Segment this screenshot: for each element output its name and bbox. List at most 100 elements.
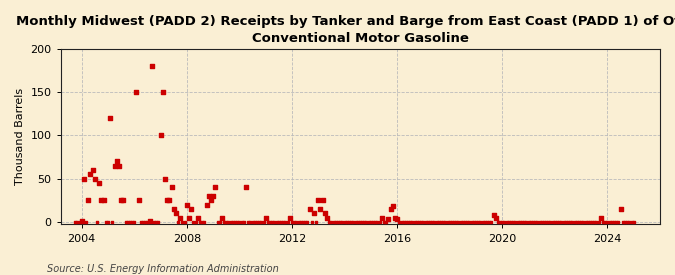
- Point: [227, 220, 238, 224]
- Point: [180, 220, 190, 224]
- Point: [403, 220, 414, 224]
- Point: [429, 220, 440, 224]
- Point: [433, 220, 444, 224]
- Point: [354, 220, 365, 224]
- Point: [597, 220, 608, 224]
- Point: [554, 220, 565, 224]
- Point: [502, 220, 512, 224]
- Point: [94, 181, 105, 185]
- Point: [370, 220, 381, 224]
- Point: [92, 220, 103, 224]
- Point: [525, 220, 536, 224]
- Point: [76, 219, 87, 223]
- Point: [134, 198, 144, 202]
- Point: [446, 220, 457, 224]
- Point: [595, 215, 606, 220]
- Point: [506, 220, 516, 224]
- Point: [192, 215, 203, 220]
- Point: [278, 220, 289, 224]
- Point: [549, 220, 560, 224]
- Point: [98, 198, 109, 202]
- Point: [499, 220, 510, 224]
- Point: [383, 217, 394, 221]
- Point: [335, 220, 346, 224]
- Point: [357, 220, 368, 224]
- Point: [206, 198, 217, 202]
- Point: [495, 220, 506, 224]
- Point: [477, 220, 488, 224]
- Point: [182, 202, 192, 207]
- Point: [326, 220, 337, 224]
- Point: [346, 220, 356, 224]
- Point: [199, 220, 210, 224]
- Point: [103, 220, 113, 224]
- Point: [405, 220, 416, 224]
- Point: [611, 220, 622, 224]
- Point: [344, 220, 354, 224]
- Point: [556, 220, 567, 224]
- Point: [78, 177, 89, 181]
- Point: [162, 198, 173, 202]
- Point: [617, 220, 628, 224]
- Point: [377, 215, 387, 220]
- Point: [317, 198, 328, 202]
- Point: [560, 220, 571, 224]
- Point: [234, 220, 245, 224]
- Point: [398, 220, 409, 224]
- Point: [342, 220, 352, 224]
- Point: [514, 220, 525, 224]
- Point: [81, 220, 92, 224]
- Point: [72, 220, 82, 224]
- Point: [148, 220, 159, 224]
- Point: [177, 220, 188, 224]
- Point: [164, 198, 175, 202]
- Point: [451, 220, 462, 224]
- Point: [339, 220, 350, 224]
- Point: [585, 220, 595, 224]
- Point: [304, 207, 315, 211]
- Point: [600, 220, 611, 224]
- Point: [604, 220, 615, 224]
- Point: [574, 220, 585, 224]
- Point: [96, 198, 107, 202]
- Point: [273, 220, 284, 224]
- Point: [70, 220, 80, 224]
- Point: [453, 220, 464, 224]
- Point: [541, 220, 551, 224]
- Point: [510, 220, 521, 224]
- Point: [120, 220, 131, 224]
- Point: [127, 220, 138, 224]
- Point: [543, 220, 554, 224]
- Point: [221, 220, 232, 224]
- Point: [591, 220, 602, 224]
- Point: [423, 220, 433, 224]
- Point: [157, 90, 168, 94]
- Point: [569, 220, 580, 224]
- Point: [365, 220, 376, 224]
- Point: [252, 220, 263, 224]
- Point: [580, 220, 591, 224]
- Point: [153, 220, 164, 224]
- Point: [613, 220, 624, 224]
- Point: [240, 185, 251, 189]
- Point: [116, 198, 127, 202]
- Point: [295, 220, 306, 224]
- Point: [389, 215, 400, 220]
- Point: [532, 220, 543, 224]
- Point: [173, 220, 184, 224]
- Point: [565, 220, 576, 224]
- Point: [620, 220, 630, 224]
- Point: [291, 220, 302, 224]
- Point: [444, 220, 455, 224]
- Point: [256, 220, 267, 224]
- Point: [306, 220, 317, 224]
- Point: [140, 220, 151, 224]
- Point: [368, 220, 379, 224]
- Point: [223, 220, 234, 224]
- Point: [567, 220, 578, 224]
- Point: [425, 220, 435, 224]
- Point: [385, 207, 396, 211]
- Point: [243, 220, 254, 224]
- Point: [249, 220, 260, 224]
- Point: [217, 215, 227, 220]
